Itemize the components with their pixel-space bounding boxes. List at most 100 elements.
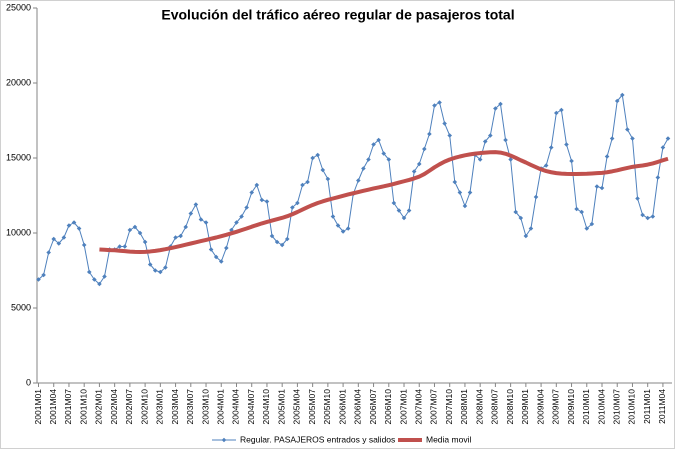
- data-point: [208, 247, 214, 252]
- data-point: [584, 226, 590, 231]
- data-point: [609, 136, 615, 141]
- x-tick-label: 2010M07: [611, 389, 621, 425]
- data-point: [366, 157, 371, 162]
- data-point: [218, 259, 224, 264]
- data-point: [579, 209, 584, 215]
- data-point: [518, 215, 524, 221]
- data-point: [432, 103, 437, 108]
- data-point: [340, 229, 346, 234]
- x-tick-label: 2004M07: [246, 389, 256, 425]
- x-tick-label: 2001M04: [48, 389, 58, 425]
- legend-label: Media movil: [426, 434, 471, 444]
- data-point: [488, 133, 493, 138]
- data-point: [523, 233, 529, 239]
- legend-label: Regular. PASAJEROS entrados y salidos: [240, 434, 395, 444]
- data-point: [61, 235, 67, 240]
- data-point: [361, 166, 366, 171]
- data-point: [665, 136, 671, 141]
- data-point: [356, 178, 361, 183]
- data-point: [498, 101, 503, 107]
- x-tick-label: 2007M10: [444, 389, 454, 425]
- data-point: [589, 221, 595, 227]
- data-point: [295, 200, 300, 206]
- data-point: [51, 236, 57, 242]
- x-tick-label: 2005M10: [322, 389, 332, 425]
- data-point: [442, 121, 447, 126]
- data-point: [396, 208, 402, 213]
- x-tick-label: 2003M01: [155, 389, 165, 425]
- y-tick-label: 10000: [6, 227, 31, 237]
- data-point: [381, 151, 387, 156]
- data-point: [244, 205, 249, 210]
- x-tick-label: 2006M07: [368, 389, 378, 425]
- data-point: [193, 202, 199, 207]
- data-point: [422, 146, 427, 152]
- x-tick-label: 2002M04: [109, 389, 119, 425]
- x-tick-label: 2009M04: [535, 389, 545, 425]
- data-point: [259, 197, 265, 203]
- data-point: [548, 145, 554, 150]
- data-point: [71, 220, 77, 225]
- x-tick-label: 2007M04: [413, 389, 423, 425]
- data-point: [508, 157, 513, 162]
- data-point: [300, 182, 305, 188]
- x-tick-label: 2007M07: [429, 389, 439, 425]
- data-point: [173, 235, 178, 240]
- data-point: [554, 110, 559, 116]
- data-point: [477, 157, 483, 162]
- data-point: [183, 224, 189, 230]
- data-point: [564, 142, 569, 147]
- x-tick-label: 2005M01: [276, 389, 286, 425]
- x-tick-label: 2010M01: [581, 389, 591, 425]
- data-point: [305, 179, 310, 185]
- data-point: [599, 185, 605, 191]
- data-point: [249, 190, 255, 195]
- data-point: [310, 155, 315, 161]
- x-tick-label: 2005M04: [292, 389, 302, 425]
- legend-marker: [221, 437, 227, 443]
- data-point: [254, 182, 260, 188]
- data-point: [46, 250, 51, 255]
- data-point: [427, 131, 432, 137]
- x-tick-label: 2011M04: [657, 389, 667, 424]
- data-point: [594, 184, 600, 189]
- data-point: [457, 190, 463, 195]
- data-point: [645, 215, 650, 221]
- x-tick-label: 2009M10: [566, 389, 576, 425]
- x-tick-label: 2006M01: [337, 389, 347, 425]
- data-point: [56, 241, 62, 246]
- x-tick-label: 2002M01: [94, 389, 104, 425]
- x-tick-label: 2008M04: [474, 389, 484, 425]
- data-point: [320, 167, 326, 173]
- y-tick-label: 20000: [6, 77, 31, 87]
- x-tick-label: 2003M10: [200, 389, 210, 425]
- data-point: [437, 100, 442, 105]
- data-point: [158, 269, 163, 275]
- data-point: [416, 161, 422, 167]
- data-point: [178, 233, 183, 239]
- data-point: [92, 277, 97, 282]
- data-point: [269, 233, 275, 239]
- data-point: [462, 203, 468, 209]
- data-point: [66, 223, 72, 228]
- data-point: [401, 215, 407, 221]
- data-point: [371, 142, 376, 147]
- data-point: [604, 154, 610, 159]
- y-tick-label: 15000: [6, 152, 31, 162]
- x-tick-label: 2008M07: [490, 389, 500, 425]
- data-point: [224, 245, 229, 251]
- x-tick-label: 2009M01: [520, 389, 530, 425]
- data-point: [533, 194, 539, 200]
- data-point: [284, 236, 290, 242]
- data-point: [102, 274, 107, 279]
- data-point: [345, 226, 351, 231]
- data-point: [660, 145, 666, 150]
- data-point: [127, 227, 133, 233]
- x-tick-label: 2006M04: [353, 389, 363, 425]
- series-line: [99, 150, 669, 255]
- data-point: [97, 281, 102, 287]
- data-point: [569, 158, 574, 164]
- x-tick-label: 2001M01: [33, 389, 43, 425]
- x-tick-label: 2005M07: [307, 389, 317, 425]
- data-point: [117, 244, 123, 249]
